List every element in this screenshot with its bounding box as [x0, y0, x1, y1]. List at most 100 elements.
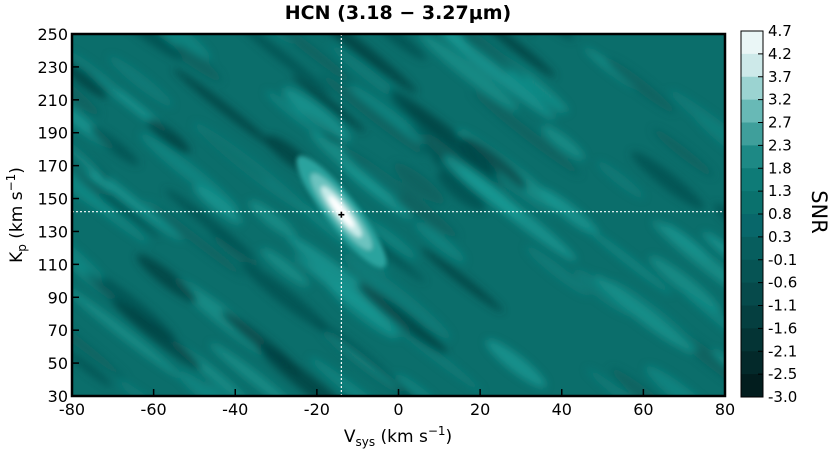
- colorbar-tick-label: 1.8: [768, 159, 792, 177]
- x-tick-label: -40: [222, 400, 248, 419]
- y-tick-label: 110: [37, 255, 68, 274]
- x-tick-label: -60: [141, 400, 167, 419]
- heatmap-stripe: [193, 122, 313, 216]
- heatmap-stripe: [485, 339, 547, 388]
- heatmap-stripe: [309, 357, 427, 396]
- heatmap-stripe: [72, 349, 113, 387]
- heatmap-stripe: [526, 246, 589, 296]
- heatmap-stripe: [596, 160, 644, 199]
- heatmap-stripe: [350, 85, 425, 145]
- colorbar-segment: [741, 53, 763, 78]
- heatmap-stripe: [292, 34, 417, 93]
- heatmap-stripe: [437, 171, 486, 212]
- y-tick-label: 30: [48, 387, 68, 406]
- heatmap-stripe: [77, 34, 183, 61]
- heatmap-stripe: [443, 155, 523, 220]
- heatmap-stripe: [669, 90, 725, 182]
- colorbar-segment: [741, 214, 763, 238]
- x-tick-label: 80: [715, 400, 735, 419]
- y-tick-label: 210: [37, 91, 68, 110]
- heatmap-stripe: [210, 342, 302, 396]
- heatmap-stripe: [594, 275, 694, 354]
- heatmap-stripe: [541, 125, 585, 160]
- colorbar-segment: [741, 236, 763, 261]
- colorbar-tick-label: -0.6: [768, 274, 797, 292]
- colorbar-tick-label: 2.3: [768, 136, 792, 154]
- heatmap-stripe: [221, 310, 301, 374]
- heatmap-stripe: [419, 34, 519, 111]
- colorbar-label: SNR: [807, 190, 830, 234]
- heatmap-stripe: [108, 56, 173, 107]
- y-axis-label: Kp (km s−1): [4, 167, 29, 263]
- heatmap-stripe: [293, 254, 400, 338]
- heatmap-stripe: [393, 162, 445, 205]
- heatmap-stripe: [292, 74, 366, 133]
- colorbar-tick-label: 4.7: [768, 22, 792, 40]
- colorbar-tick-label: 0.8: [768, 205, 792, 223]
- heatmap-stripe: [72, 59, 108, 99]
- colorbar-segment: [741, 99, 763, 124]
- colorbar-tick-label: 3.2: [768, 91, 792, 109]
- colorbar-segment: [741, 374, 763, 398]
- heatmap-stripe: [72, 183, 149, 244]
- colorbar-segment: [741, 168, 763, 192]
- colorbar-tick-label: -2.1: [768, 342, 797, 360]
- colorbar-tick-label: 1.3: [768, 182, 792, 200]
- colorbar-segment: [741, 282, 763, 307]
- heatmap-stripe: [282, 87, 351, 142]
- y-tick-label: 190: [37, 124, 68, 143]
- heatmap-stripe: [268, 34, 354, 84]
- heatmap-stripe: [679, 288, 725, 383]
- colorbar-ticks: 4.7 4.2 3.7 3.2 2.7 2.3 1.8 1.3 0.8 0.3 -0.1 -0.6 -1…: [758, 22, 797, 406]
- heatmap-stripe: [193, 185, 242, 224]
- x-tick-label: -80: [59, 400, 85, 419]
- y-tick-label: 50: [48, 354, 68, 373]
- heatmap-stripe: [319, 72, 427, 158]
- heatmap-stripe: [231, 34, 331, 95]
- colorbar-tick-label: -0.1: [768, 251, 797, 269]
- colorbar-segment: [741, 31, 763, 55]
- colorbar-tick-label: -2.5: [768, 365, 797, 383]
- y-tick-label: 130: [37, 222, 68, 241]
- heatmap-stripe: [72, 50, 119, 93]
- heatmap-stripe: [356, 283, 448, 355]
- colorbar-tick-label: -1.1: [768, 297, 797, 315]
- heatmap-stripe: [140, 133, 240, 212]
- heatmap-stripe: [395, 374, 443, 396]
- x-axis-ticks: -80 -60 -40 -20 0 20 40 60 80: [59, 389, 735, 419]
- colorbar-tick-label: 4.2: [768, 45, 792, 63]
- y-tick-label: 70: [48, 321, 68, 340]
- heatmap-stripe: [652, 128, 714, 177]
- heatmap-stripe: [420, 247, 503, 312]
- heatmap-stripe: [649, 255, 721, 313]
- colorbar-segment: [741, 145, 763, 169]
- heatmap-stripe: [586, 368, 693, 396]
- heatmap-stripe: [610, 367, 686, 396]
- colorbar-segment: [741, 76, 763, 101]
- x-tick-label: -20: [304, 400, 330, 419]
- y-axis-ticks: 30 50 70 90 110 130 150 170 190 210 230 250: [37, 25, 79, 406]
- y-tick-label: 90: [48, 288, 68, 307]
- heatmap-stripe: [702, 231, 725, 286]
- peak-marker: [338, 211, 345, 218]
- y-tick-label: 250: [37, 25, 68, 44]
- heatmap-stripe: [147, 118, 190, 154]
- heatmap-stripe: [585, 227, 673, 295]
- heatmap-stripe: [471, 90, 581, 176]
- heatmap-stripe: [574, 269, 633, 316]
- heatmap-stripe: [136, 254, 197, 303]
- heatmap-stripe: [631, 151, 705, 210]
- colorbar-segment: [741, 351, 763, 375]
- colorbar-tick-label: -3.0: [768, 388, 797, 406]
- heatmap-stripe: [248, 200, 296, 239]
- heatmap-stripe: [436, 34, 555, 120]
- heatmap-area: [72, 34, 725, 396]
- heatmap-stripe: [462, 35, 511, 73]
- colorbar-segment: [741, 122, 763, 146]
- heatmap-stripe: [414, 221, 466, 263]
- chart-title: HCN (3.18 − 3.27μm): [285, 2, 511, 24]
- colorbar-tick-label: 3.7: [768, 68, 792, 86]
- heatmap-stripe: [132, 34, 179, 48]
- heatmap-stripe: [265, 90, 327, 139]
- heatmap-stripe: [151, 205, 245, 278]
